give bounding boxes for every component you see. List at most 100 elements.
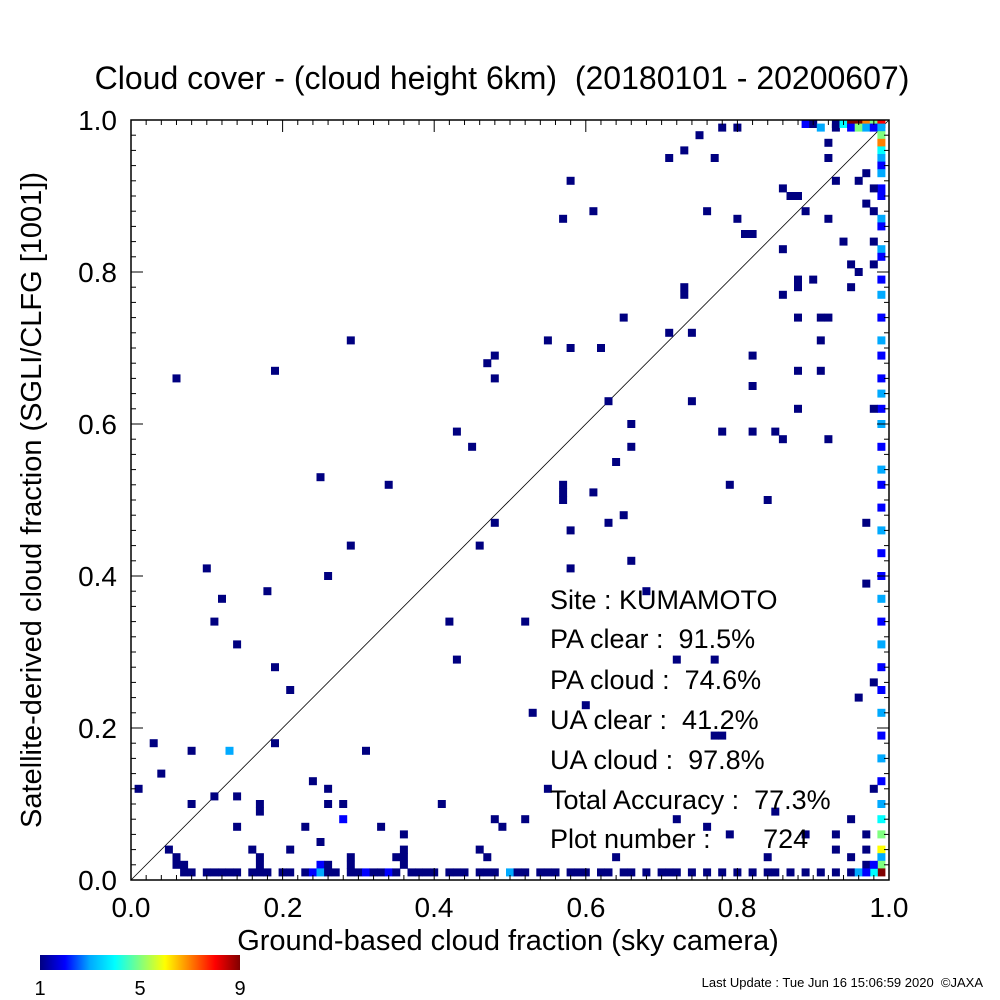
data-point: [316, 868, 325, 877]
data-point: [399, 845, 408, 854]
stat-pa-clear: PA clear : 91.5%: [550, 624, 755, 654]
data-point: [847, 260, 856, 269]
data-point: [869, 404, 878, 413]
data-point: [422, 868, 431, 877]
data-point: [164, 845, 173, 854]
data-point: [612, 458, 621, 466]
statistics-box: Site : KUMAMOTO PA clear : 91.5% PA clou…: [550, 585, 831, 854]
data-point: [877, 442, 886, 451]
data-point: [847, 853, 856, 862]
data-point: [748, 382, 757, 390]
data-point: [346, 860, 355, 869]
data-point: [452, 868, 461, 877]
data-point: [687, 868, 696, 877]
data-point: [369, 868, 378, 877]
data-point: [490, 815, 499, 824]
data-point: [619, 511, 628, 520]
data-point: [672, 655, 681, 664]
data-point: [763, 868, 772, 877]
data-point: [862, 518, 871, 527]
data-point: [877, 154, 886, 162]
data-point: [498, 822, 507, 831]
data-point: [475, 868, 484, 877]
data-point: [877, 252, 886, 261]
data-point: [703, 207, 712, 216]
data-point: [771, 807, 780, 816]
data-point: [483, 853, 492, 862]
data-point: [566, 344, 575, 352]
stat-ua-clear: UA clear : 41.2%: [550, 705, 759, 735]
data-point: [786, 868, 795, 877]
data-point: [399, 860, 408, 869]
data-point: [748, 427, 757, 436]
data-point: [657, 868, 666, 877]
data-point: [415, 868, 423, 877]
data-point: [854, 123, 863, 132]
data-point: [377, 822, 386, 831]
x-tick-label: 0.0: [112, 892, 151, 923]
data-point: [483, 868, 492, 877]
one-to-one-line: [130, 119, 890, 881]
data-point: [187, 800, 196, 808]
data-point: [346, 853, 355, 862]
y-tick-label: 0.0: [78, 865, 117, 896]
data-point: [718, 731, 727, 740]
data-point: [794, 313, 802, 322]
data-point: [710, 655, 719, 664]
data-point: [687, 397, 696, 406]
data-point: [824, 138, 833, 147]
data-point: [180, 868, 189, 877]
data-point: [869, 123, 878, 132]
x-tick-label: 0.8: [718, 892, 757, 923]
data-point: [324, 868, 333, 877]
data-point: [869, 784, 878, 793]
data-point: [877, 192, 886, 200]
data-point: [816, 313, 825, 322]
x-tick-label: 0.2: [264, 892, 303, 923]
data-point: [490, 351, 499, 360]
data-point: [869, 860, 878, 869]
data-point: [180, 860, 189, 869]
data-point: [339, 815, 348, 824]
data-point: [536, 868, 545, 877]
data-point: [543, 784, 552, 793]
data-point: [869, 678, 878, 687]
data-point: [877, 351, 886, 360]
data-point: [460, 868, 469, 877]
data-point: [725, 480, 734, 489]
data-point: [612, 853, 621, 862]
data-point: [877, 731, 886, 740]
data-point: [877, 549, 886, 558]
data-point: [831, 845, 840, 854]
colorbar-label-mid: 5: [134, 978, 145, 1000]
data-point: [218, 868, 226, 877]
data-point: [778, 435, 787, 444]
data-point: [308, 777, 317, 786]
data-point: [566, 564, 575, 573]
data-point: [877, 313, 886, 322]
data-point: [157, 769, 166, 778]
data-point: [877, 290, 886, 299]
data-point: [877, 389, 886, 398]
data-point: [877, 830, 886, 839]
data-point: [255, 860, 264, 869]
data-point: [877, 708, 886, 717]
data-point: [877, 184, 886, 193]
data-point: [665, 328, 674, 337]
data-point: [301, 822, 310, 831]
data-point: [816, 868, 825, 877]
data-point: [725, 830, 734, 839]
stat-site: Site : KUMAMOTO: [550, 585, 778, 615]
data-point: [210, 868, 219, 877]
data-point: [233, 792, 242, 801]
data-point: [710, 731, 719, 740]
data-point: [794, 366, 802, 375]
data-point: [392, 853, 401, 862]
data-point: [877, 480, 886, 489]
data-point: [877, 214, 886, 223]
data-point: [627, 868, 636, 877]
data-point: [392, 868, 401, 877]
data-point: [877, 777, 886, 786]
data-point: [831, 868, 840, 877]
data-point: [718, 427, 727, 436]
